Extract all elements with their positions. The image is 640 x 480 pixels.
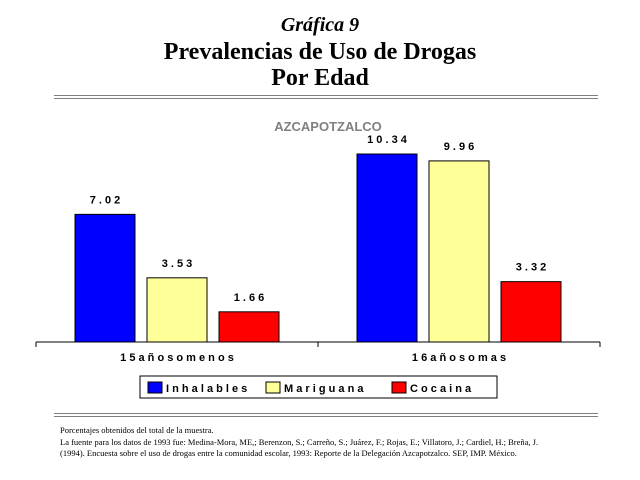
page-title-line1: Prevalencias de Uso de Drogas xyxy=(163,39,477,65)
bar-chart: AZCAPOTZALCO 7 . 0 2 3 . 5 3 1 . 6 6 1 0 . … xyxy=(35,119,601,399)
footnote-1: Porcentajes obtenidos del total de la mu… xyxy=(60,425,214,435)
data-label: 3 . 3 2 xyxy=(516,262,547,274)
data-label: 1 . 6 6 xyxy=(234,292,265,304)
legend-swatch xyxy=(391,381,407,394)
legend-label: C o c a i n a xyxy=(410,383,472,395)
legend-box xyxy=(139,375,498,399)
legend-label: M a r i g u a n a xyxy=(284,383,364,395)
data-label: 9 . 9 6 xyxy=(444,141,475,153)
legend: I n h a l a b l e s M a r i g u a n a C o … xyxy=(139,375,498,399)
footnote-2: La fuente para los datos de 1993 fue: Me… xyxy=(60,436,539,447)
bar xyxy=(356,153,418,343)
footnote-3: (1994). Encuesta sobre el uso de drogas … xyxy=(60,448,517,458)
divider-bottom xyxy=(54,413,598,417)
slide-label: Gráfica 9 xyxy=(280,14,360,36)
data-label: 3 . 5 3 xyxy=(162,258,193,270)
data-label: 1 0 . 3 4 xyxy=(367,134,408,146)
x-axis-ticks xyxy=(35,342,601,347)
legend-label: I n h a l a b l e s xyxy=(166,383,247,395)
value-labels-group: 7 . 0 2 3 . 5 3 1 . 6 6 1 0 . 3 4 9 . 9 6 3 .… xyxy=(90,134,547,304)
bar xyxy=(146,277,208,343)
bars-group xyxy=(74,153,562,343)
bar xyxy=(428,160,490,343)
bar xyxy=(74,213,136,343)
legend-swatch xyxy=(265,381,281,394)
chart-title: AZCAPOTZALCO xyxy=(274,119,382,134)
page-title-line2: Por Edad xyxy=(271,65,369,91)
divider-top xyxy=(54,95,598,99)
legend-swatch xyxy=(147,381,163,394)
category-labels-group: 1 5 a ñ o s o m e n o s 1 6 a ñ o s o m a… xyxy=(120,352,506,364)
bar xyxy=(500,281,562,343)
category-label: 1 5 a ñ o s o m e n o s xyxy=(120,352,234,364)
footnotes: Porcentajes obtenidos del total de la mu… xyxy=(60,425,620,460)
bar xyxy=(218,311,280,343)
category-label: 1 6 a ñ o s o m a s xyxy=(412,352,506,364)
data-label: 7 . 0 2 xyxy=(90,194,121,206)
